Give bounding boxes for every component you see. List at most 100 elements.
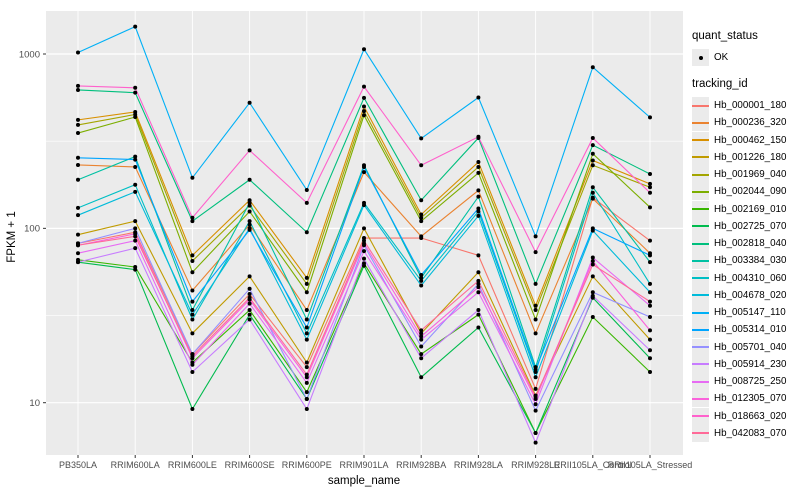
series-legend-list: Hb_000001_180 Hb_000236_320 Hb_000462_150 H… bbox=[692, 97, 798, 442]
legend-key-box bbox=[692, 252, 709, 270]
data-point bbox=[362, 104, 366, 109]
legend-item-Hb_012305_070: Hb_012305_070 bbox=[692, 390, 798, 408]
data-point bbox=[590, 293, 595, 298]
data-point bbox=[76, 50, 80, 55]
legend-item-Hb_004678_020: Hb_004678_020 bbox=[692, 286, 798, 304]
data-point bbox=[590, 151, 595, 156]
line-swatch-icon bbox=[692, 225, 709, 228]
data-point bbox=[590, 290, 595, 295]
legend-item-Hb_003384_030: Hb_003384_030 bbox=[692, 252, 798, 270]
data-point bbox=[247, 308, 252, 313]
data-point bbox=[476, 325, 481, 330]
data-point bbox=[648, 260, 652, 265]
data-point bbox=[247, 317, 252, 322]
data-point bbox=[190, 362, 195, 367]
data-point bbox=[533, 367, 538, 372]
data-point bbox=[476, 95, 481, 100]
line-swatch-icon bbox=[692, 363, 709, 366]
data-point bbox=[190, 253, 195, 258]
data-point bbox=[590, 185, 595, 190]
legend-key-box bbox=[692, 286, 709, 304]
legend-item-label: Hb_001226_180 bbox=[714, 151, 787, 163]
line-swatch-icon bbox=[692, 121, 709, 124]
data-point bbox=[648, 238, 652, 243]
data-point bbox=[133, 85, 138, 90]
data-point bbox=[590, 255, 595, 260]
legend-item-Hb_018663_020: Hb_018663_020 bbox=[692, 407, 798, 425]
data-point bbox=[362, 170, 366, 175]
data-point bbox=[76, 87, 80, 92]
legend-item-label: Hb_002725_070 bbox=[714, 220, 787, 232]
data-point bbox=[76, 162, 80, 167]
data-point bbox=[76, 131, 80, 136]
data-point bbox=[648, 205, 652, 210]
line-swatch-icon bbox=[692, 190, 709, 193]
line-swatch-icon bbox=[692, 294, 709, 297]
legend-key-box bbox=[692, 235, 709, 253]
y-tick-label: 10 bbox=[29, 398, 40, 409]
data-point bbox=[304, 317, 309, 322]
data-point bbox=[533, 408, 538, 413]
data-point bbox=[533, 440, 538, 445]
data-point bbox=[476, 270, 481, 275]
data-point bbox=[419, 273, 424, 278]
data-point bbox=[648, 356, 652, 361]
data-point bbox=[190, 288, 195, 293]
data-point bbox=[304, 372, 309, 377]
data-point bbox=[648, 337, 652, 342]
y-tick-label: 1000 bbox=[19, 49, 40, 60]
data-point bbox=[648, 115, 652, 120]
data-point bbox=[304, 200, 309, 205]
legend-key-box bbox=[692, 424, 709, 442]
data-point bbox=[419, 331, 424, 336]
data-point bbox=[362, 109, 366, 114]
data-point bbox=[533, 386, 538, 391]
legend-item-Hb_005147_110: Hb_005147_110 bbox=[692, 304, 798, 322]
data-point bbox=[590, 262, 595, 267]
legend-key-box bbox=[692, 166, 709, 184]
legend-item-label: Hb_000001_180 bbox=[714, 100, 787, 112]
x-axis-title: sample_name bbox=[328, 475, 400, 487]
data-point bbox=[419, 344, 424, 349]
data-point bbox=[476, 308, 481, 313]
data-point bbox=[419, 352, 424, 357]
legend-key-box bbox=[692, 114, 709, 132]
data-point bbox=[133, 219, 138, 224]
data-point bbox=[648, 290, 652, 295]
data-point bbox=[247, 295, 252, 300]
line-swatch-icon bbox=[692, 242, 709, 245]
data-point bbox=[648, 181, 652, 186]
data-point bbox=[533, 317, 538, 322]
line-swatch-icon bbox=[692, 311, 709, 314]
data-point bbox=[133, 189, 138, 194]
legend-key-box bbox=[692, 407, 709, 425]
data-point bbox=[648, 369, 652, 374]
line-swatch-icon bbox=[692, 277, 709, 280]
legend-item-label: Hb_001969_040 bbox=[714, 169, 787, 181]
line-swatch-icon bbox=[692, 259, 709, 262]
data-point bbox=[533, 303, 538, 308]
legend-item-label: Hb_002818_040 bbox=[714, 238, 787, 250]
legend-item-label: Hb_012305_070 bbox=[714, 393, 787, 405]
legend-item-label: Hb_003384_030 bbox=[714, 255, 787, 267]
data-point bbox=[590, 190, 595, 195]
x-tick-label: RRII105LA_Stressed bbox=[608, 460, 693, 470]
chart-panel: 10 100 1000 PB350LA RRIM600LA RRIM600LE RRIM60… bbox=[19, 11, 692, 470]
data-point bbox=[247, 222, 252, 227]
data-point bbox=[533, 234, 538, 239]
x-tick-label: RRIM928BA bbox=[396, 460, 446, 470]
data-point bbox=[419, 212, 424, 217]
data-point bbox=[247, 219, 252, 224]
data-point bbox=[419, 337, 424, 342]
data-point bbox=[190, 219, 195, 224]
data-point bbox=[362, 47, 366, 52]
data-point bbox=[362, 263, 366, 268]
y-axis-title: FPKM + 1 bbox=[6, 211, 18, 262]
data-point bbox=[362, 164, 366, 169]
data-point bbox=[190, 308, 195, 313]
data-point bbox=[476, 188, 481, 193]
data-point bbox=[590, 196, 595, 201]
legend-key-box bbox=[692, 49, 709, 66]
data-point bbox=[190, 270, 195, 275]
